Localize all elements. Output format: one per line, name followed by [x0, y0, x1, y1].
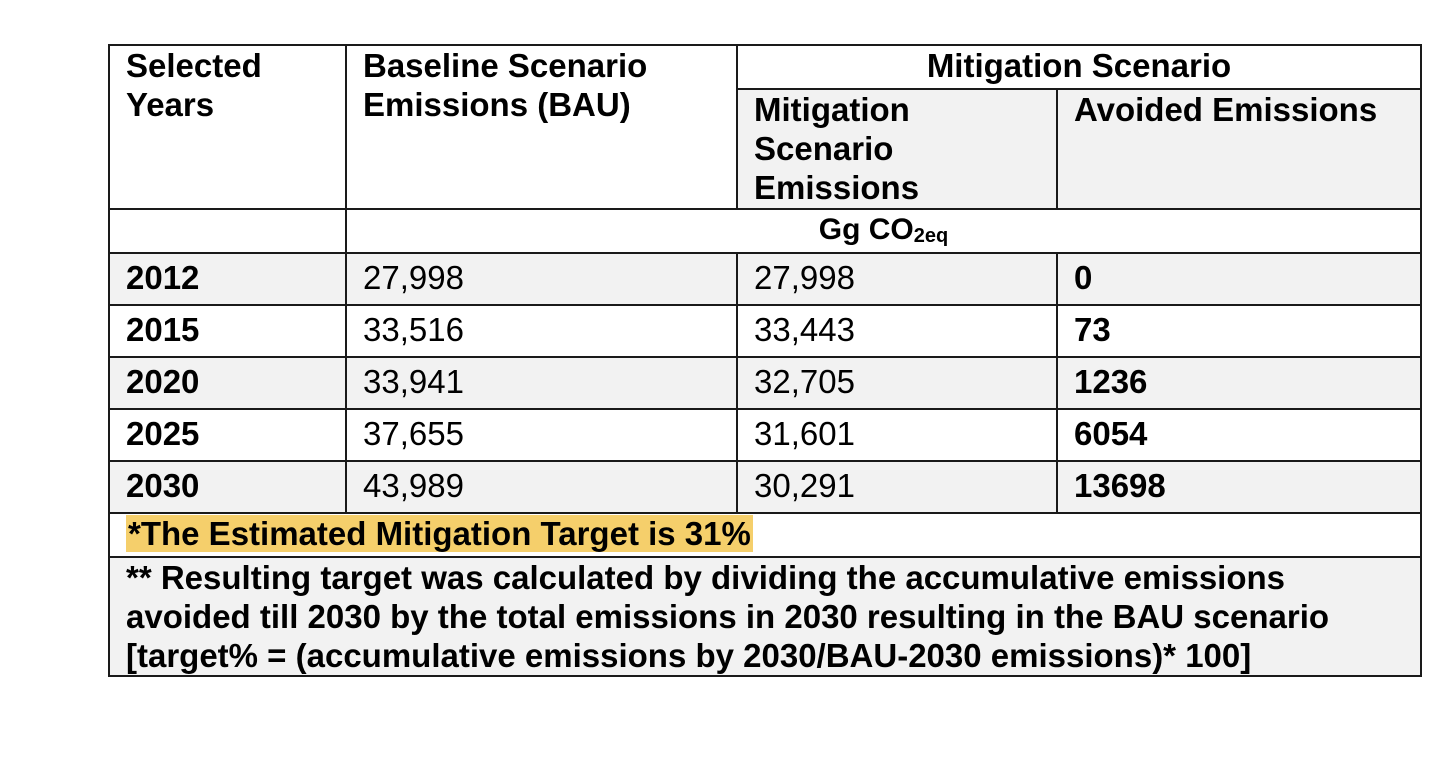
unit-subscript: 2eq — [913, 225, 949, 247]
year-cell: 2030 — [108, 460, 347, 514]
table-row: 2030 43,989 30,291 13698 — [108, 460, 1422, 514]
header-selected-years: Selected Years — [108, 44, 347, 210]
baseline-cell: 37,655 — [345, 408, 738, 462]
year-cell: 2015 — [108, 304, 347, 358]
year-cell: 2020 — [108, 356, 347, 410]
unit-row-empty-cell — [108, 208, 347, 254]
avoided-cell: 1236 — [1056, 356, 1422, 410]
emissions-table: Selected Years Baseline Scenario Emissio… — [108, 44, 1422, 677]
header-avoided-emissions: Avoided Emissions — [1056, 88, 1422, 210]
header-row-sub: Mitigation Scenario Emissions Avoided Em… — [109, 88, 1422, 210]
avoided-cell: 73 — [1056, 304, 1422, 358]
table-row: 2015 33,516 33,443 73 — [108, 304, 1422, 358]
mitigation-cell: 30,291 — [736, 460, 1058, 514]
header-row-top: Selected Years Baseline Scenario Emissio… — [108, 44, 1422, 210]
explanation-note-row: ** Resulting target was calculated by di… — [108, 556, 1422, 677]
mitigation-cell: 33,443 — [736, 304, 1058, 358]
target-note: *The Estimated Mitigation Target is 31% — [126, 515, 753, 552]
baseline-cell: 43,989 — [345, 460, 738, 514]
baseline-cell: 33,941 — [345, 356, 738, 410]
header-baseline: Baseline Scenario Emissions (BAU) — [345, 44, 738, 210]
unit-main: Gg CO — [818, 213, 914, 246]
year-cell: 2012 — [108, 252, 347, 306]
avoided-cell: 13698 — [1056, 460, 1422, 514]
explanation-note: ** Resulting target was calculated by di… — [108, 556, 1422, 677]
table-row: 2020 33,941 32,705 1236 — [108, 356, 1422, 410]
avoided-cell: 0 — [1056, 252, 1422, 306]
header-mitigation-emissions: Mitigation Scenario Emissions — [736, 88, 1058, 210]
baseline-cell: 33,516 — [345, 304, 738, 358]
table-row: 2012 27,998 27,998 0 — [108, 252, 1422, 306]
year-cell: 2025 — [108, 408, 347, 462]
mitigation-cell: 27,998 — [736, 252, 1058, 306]
unit-row: Gg CO2eq — [108, 208, 1422, 254]
avoided-cell: 6054 — [1056, 408, 1422, 462]
baseline-cell: 27,998 — [345, 252, 738, 306]
header-mitigation-scenario: Mitigation Scenario — [736, 44, 1422, 90]
target-note-cell: *The Estimated Mitigation Target is 31% — [108, 512, 1422, 558]
table-row: 2025 37,655 31,601 6054 — [108, 408, 1422, 462]
target-note-row: *The Estimated Mitigation Target is 31% — [108, 512, 1422, 558]
mitigation-cell: 32,705 — [736, 356, 1058, 410]
mitigation-cell: 31,601 — [736, 408, 1058, 462]
unit-label: Gg CO2eq — [345, 208, 1422, 254]
